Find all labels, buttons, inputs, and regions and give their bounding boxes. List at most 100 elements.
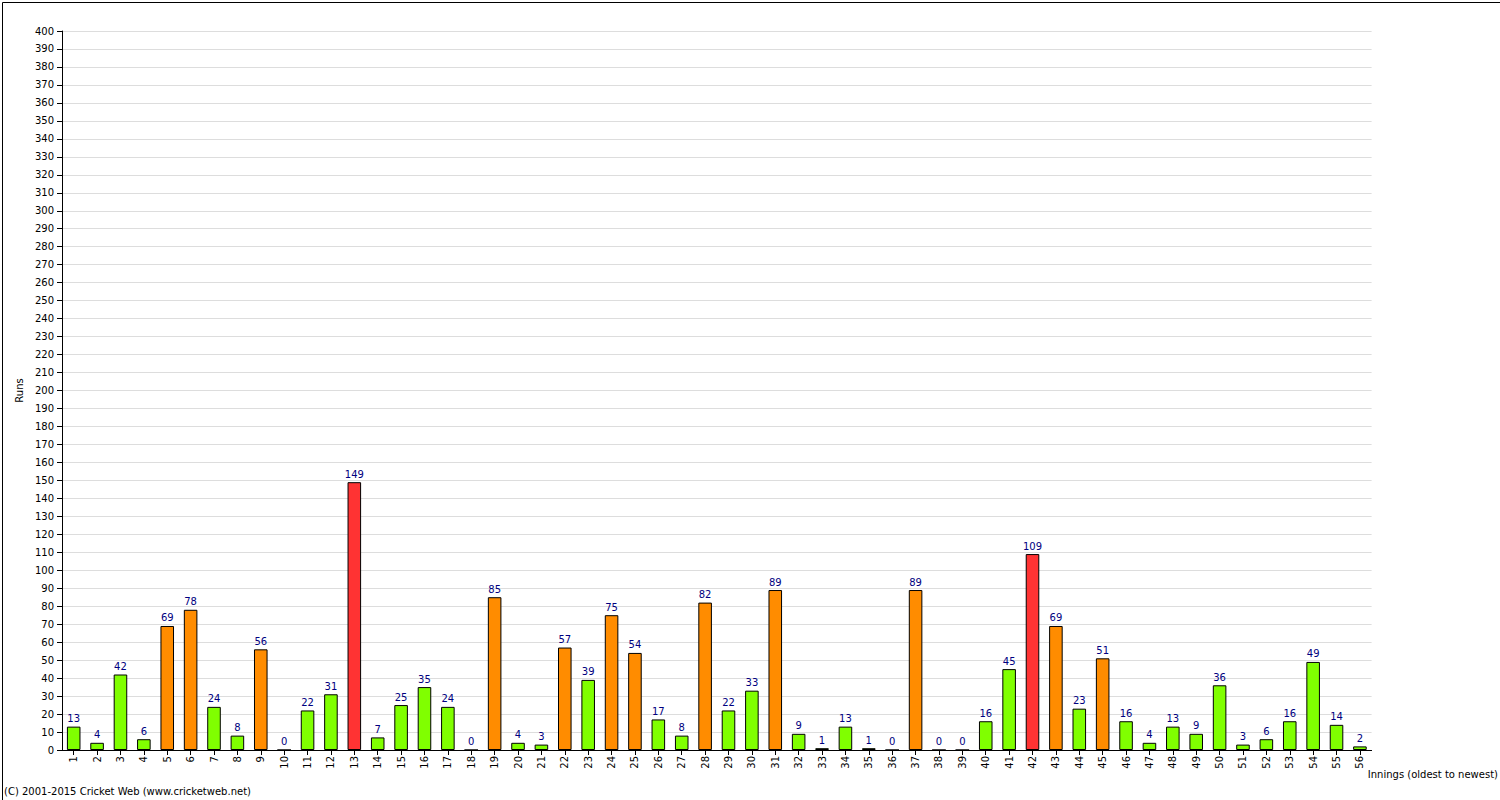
svg-text:41: 41 [1004, 756, 1015, 769]
svg-text:14: 14 [372, 756, 383, 769]
svg-text:13: 13 [839, 713, 852, 724]
svg-text:22: 22 [301, 697, 314, 708]
svg-text:160: 160 [35, 457, 54, 468]
svg-text:190: 190 [35, 403, 54, 414]
svg-text:2: 2 [92, 756, 103, 762]
svg-text:27: 27 [676, 756, 687, 769]
svg-text:28: 28 [700, 756, 711, 769]
svg-text:8: 8 [232, 756, 243, 762]
svg-text:51: 51 [1237, 756, 1248, 769]
svg-text:Runs: Runs [14, 378, 25, 402]
svg-text:23: 23 [583, 756, 594, 769]
svg-text:15: 15 [396, 756, 407, 769]
svg-text:240: 240 [35, 313, 54, 324]
svg-text:5: 5 [162, 756, 173, 762]
svg-text:48: 48 [1167, 756, 1178, 769]
svg-text:4: 4 [138, 756, 149, 762]
svg-text:110: 110 [35, 547, 54, 558]
svg-text:56: 56 [1354, 756, 1365, 769]
svg-text:17: 17 [442, 756, 453, 769]
svg-text:4: 4 [515, 729, 521, 740]
svg-text:16: 16 [419, 756, 430, 769]
svg-text:51: 51 [1096, 645, 1109, 656]
svg-text:16: 16 [979, 708, 992, 719]
svg-text:13: 13 [349, 756, 360, 769]
svg-text:75: 75 [605, 602, 618, 613]
svg-text:54: 54 [629, 639, 642, 650]
svg-text:360: 360 [35, 97, 54, 108]
svg-text:8: 8 [679, 722, 685, 733]
svg-text:180: 180 [35, 421, 54, 432]
svg-text:82: 82 [699, 589, 712, 600]
svg-text:40: 40 [41, 673, 54, 684]
svg-text:6: 6 [185, 756, 196, 762]
svg-text:210: 210 [35, 367, 54, 378]
svg-text:23: 23 [1073, 695, 1086, 706]
svg-text:7: 7 [209, 756, 220, 762]
svg-text:55: 55 [1331, 756, 1342, 769]
svg-text:230: 230 [35, 331, 54, 342]
svg-text:400: 400 [35, 26, 54, 37]
svg-text:44: 44 [1074, 756, 1085, 769]
svg-text:9: 9 [255, 756, 266, 762]
svg-text:380: 380 [35, 61, 54, 72]
svg-text:32: 32 [793, 756, 804, 769]
svg-text:0: 0 [959, 736, 965, 747]
svg-text:21: 21 [536, 756, 547, 769]
svg-text:46: 46 [1121, 756, 1132, 769]
svg-text:33: 33 [817, 756, 828, 769]
svg-text:260: 260 [35, 277, 54, 288]
svg-text:20: 20 [513, 756, 524, 769]
svg-text:36: 36 [1213, 672, 1226, 683]
svg-text:310: 310 [35, 187, 54, 198]
svg-text:70: 70 [41, 619, 54, 630]
svg-text:149: 149 [345, 469, 364, 480]
svg-text:54: 54 [1308, 756, 1319, 769]
svg-text:42: 42 [114, 661, 127, 672]
svg-text:350: 350 [35, 115, 54, 126]
svg-text:19: 19 [489, 756, 500, 769]
svg-text:140: 140 [35, 493, 54, 504]
svg-text:100: 100 [35, 565, 54, 576]
svg-text:45: 45 [1097, 756, 1108, 769]
svg-text:89: 89 [769, 577, 782, 588]
svg-text:69: 69 [1050, 612, 1063, 623]
svg-text:47: 47 [1144, 756, 1155, 769]
svg-text:30: 30 [746, 756, 757, 769]
svg-text:31: 31 [770, 756, 781, 769]
svg-text:24: 24 [606, 756, 617, 769]
svg-text:280: 280 [35, 241, 54, 252]
svg-text:53: 53 [1284, 756, 1295, 769]
svg-text:13: 13 [67, 713, 80, 724]
svg-text:18: 18 [466, 756, 477, 769]
svg-text:69: 69 [161, 612, 174, 623]
svg-text:29: 29 [723, 756, 734, 769]
svg-text:45: 45 [1003, 656, 1016, 667]
svg-text:25: 25 [395, 692, 408, 703]
svg-text:39: 39 [957, 756, 968, 769]
svg-text:10: 10 [41, 727, 54, 738]
svg-text:16: 16 [1283, 708, 1296, 719]
svg-text:16: 16 [1120, 708, 1133, 719]
svg-text:3: 3 [115, 756, 126, 762]
svg-text:330: 330 [35, 151, 54, 162]
svg-text:0: 0 [468, 736, 474, 747]
svg-text:43: 43 [1050, 756, 1061, 769]
svg-text:37: 37 [910, 756, 921, 769]
svg-text:6: 6 [141, 726, 147, 737]
svg-text:Innings (oldest to newest): Innings (oldest to newest) [1368, 769, 1498, 780]
svg-text:1: 1 [866, 735, 872, 746]
svg-text:1: 1 [68, 756, 79, 762]
svg-text:39: 39 [582, 666, 595, 677]
svg-text:34: 34 [840, 756, 851, 769]
svg-text:24: 24 [441, 693, 454, 704]
svg-text:42: 42 [1027, 756, 1038, 769]
svg-text:22: 22 [722, 697, 735, 708]
svg-text:340: 340 [35, 133, 54, 144]
svg-text:(C) 2001-2015 Cricket Web (www: (C) 2001-2015 Cricket Web (www.cricketwe… [4, 786, 251, 797]
svg-text:220: 220 [35, 349, 54, 360]
svg-text:33: 33 [746, 677, 759, 688]
svg-text:11: 11 [302, 756, 313, 769]
svg-text:270: 270 [35, 259, 54, 270]
svg-text:13: 13 [1166, 713, 1179, 724]
